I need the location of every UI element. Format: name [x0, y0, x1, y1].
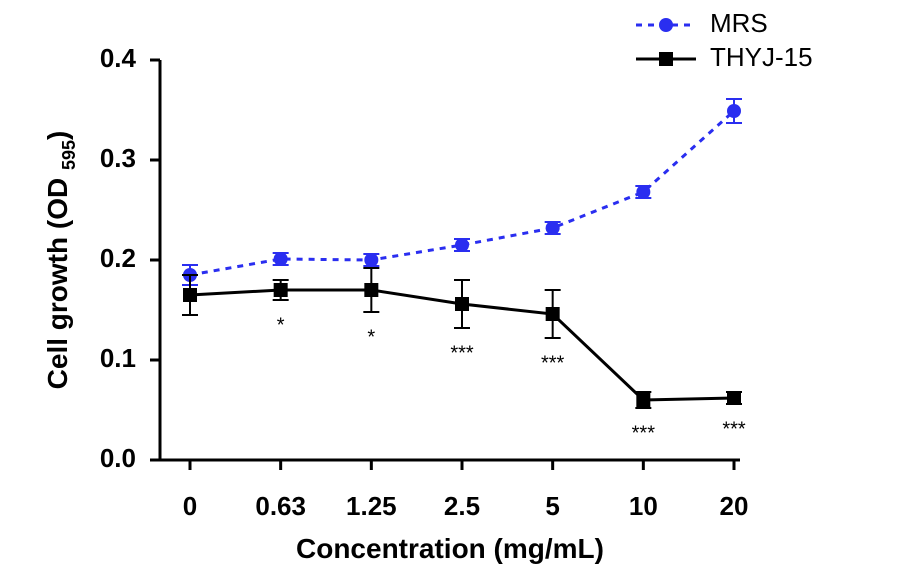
- significance-label: *: [277, 315, 285, 337]
- series-thyj15-marker: [727, 391, 741, 405]
- series-mrs-marker: [364, 253, 378, 267]
- significance-label: ***: [632, 423, 656, 445]
- series-mrs: [182, 99, 742, 285]
- series-mrs-marker: [546, 221, 560, 235]
- series-thyj15-marker: [183, 288, 197, 302]
- significance-label: ***: [541, 353, 565, 375]
- significance-labels: **************: [277, 315, 746, 445]
- x-tick-label: 1.25: [346, 491, 397, 521]
- x-axis-title: Concentration (mg/mL): [296, 533, 604, 564]
- legend-thyj15-marker: [659, 52, 673, 66]
- x-tick-label: 20: [720, 491, 749, 521]
- y-tick-label: 0.2: [100, 243, 136, 273]
- series-thyj15-marker: [274, 283, 288, 297]
- x-tick-label: 5: [545, 491, 559, 521]
- series-thyj15-marker: [546, 307, 560, 321]
- significance-label: *: [367, 327, 375, 349]
- series-mrs-marker: [274, 252, 288, 266]
- y-tick-label: 0.3: [100, 143, 136, 173]
- significance-label: ***: [722, 419, 746, 441]
- axes: 0.0 0.1 0.2 0.3 0.4 0 0.63 1.25 2.5 5 10 20 Concentr…: [42, 43, 748, 564]
- legend-mrs-label: MRS: [710, 8, 768, 38]
- series-thyj15-marker: [636, 393, 650, 407]
- y-tick-label: 0.0: [100, 443, 136, 473]
- series-mrs-marker: [727, 104, 741, 118]
- x-tick-label: 0.63: [255, 491, 306, 521]
- x-tick-label: 0: [183, 491, 197, 521]
- series-mrs-marker: [455, 238, 469, 252]
- y-tick-label: 0.4: [100, 43, 137, 73]
- y-tick-label: 0.1: [100, 343, 136, 373]
- y-axis-title: Cell growth (OD 595): [42, 131, 78, 390]
- x-tick-label: 2.5: [444, 491, 480, 521]
- legend: MRS THYJ-15: [636, 8, 813, 72]
- series-thyj15-marker: [455, 297, 469, 311]
- series-thyj15: [182, 268, 742, 408]
- x-tick-label: 10: [629, 491, 658, 521]
- significance-label: ***: [450, 343, 474, 365]
- series-mrs-marker: [636, 185, 650, 199]
- legend-mrs-marker: [659, 18, 673, 32]
- series-thyj15-marker: [364, 283, 378, 297]
- legend-thyj15-label: THYJ-15: [710, 42, 813, 72]
